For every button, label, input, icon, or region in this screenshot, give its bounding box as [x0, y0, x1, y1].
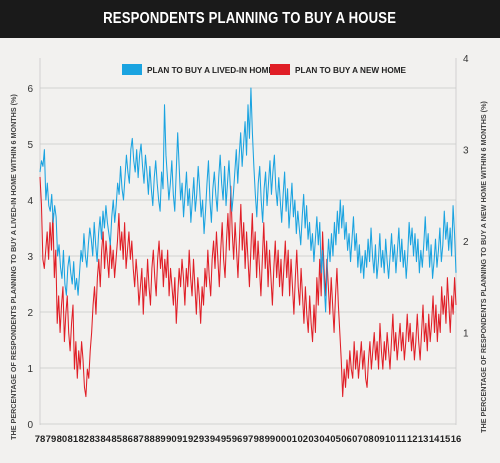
series-line-lived-in — [39, 87, 457, 313]
y-axis-right-label: THE PERCENTAGE OF RESPONDENTS PLANNING T… — [479, 101, 488, 433]
x-tick-label: 03 — [308, 434, 319, 445]
x-tick-label: 99 — [265, 434, 276, 445]
legend-label: PLAN TO BUY A NEW HOME — [295, 66, 407, 75]
x-tick-label: 96 — [232, 434, 243, 445]
y-tick-left: 5 — [27, 140, 33, 151]
legend: PLAN TO BUY A LIVED-IN HOME PLAN TO BUY A… — [122, 64, 407, 75]
x-tick-label: 90 — [166, 434, 177, 445]
y-tick-right: 1 — [463, 329, 469, 340]
x-tick-label: 14 — [429, 434, 440, 445]
x-tick-label: 86 — [122, 434, 133, 445]
x-tick-label: 16 — [451, 434, 462, 445]
x-tick-label: 10 — [385, 434, 396, 445]
x-tick-label: 88 — [144, 434, 155, 445]
x-tick-label: 13 — [418, 434, 429, 445]
x-tick-label: 97 — [243, 434, 254, 445]
y-tick-right: 2 — [463, 237, 469, 248]
series-group — [39, 87, 457, 398]
x-tick-label: 85 — [111, 434, 122, 445]
legend-item-new-home: PLAN TO BUY A NEW HOME — [270, 64, 407, 75]
x-tick-label: 94 — [210, 434, 221, 445]
x-tick-label: 07 — [352, 434, 363, 445]
y-tick-left: 3 — [27, 252, 33, 263]
x-tick-label: 95 — [221, 434, 232, 445]
y-tick-right: 4 — [463, 54, 469, 65]
x-tick-label: 82 — [79, 434, 90, 445]
x-tick-label: 81 — [68, 434, 79, 445]
x-tick-label: 12 — [407, 434, 418, 445]
x-axis-ticks: 78 79 80 81 82 83 84 85 86 87 88 89 90 91 92 93 94 95 96 97… — [35, 434, 462, 445]
x-tick-label: 80 — [57, 434, 68, 445]
legend-item-lived-in: PLAN TO BUY A LIVED-IN HOME — [122, 64, 274, 75]
x-tick-label: 84 — [100, 434, 111, 445]
y-axis-left-ticks: 0 1 2 3 4 5 6 — [27, 84, 33, 431]
x-tick-label: 11 — [396, 434, 407, 445]
y-tick-left: 1 — [27, 364, 33, 375]
x-tick-label: 08 — [363, 434, 374, 445]
x-tick-label: 87 — [133, 434, 144, 445]
chart-title-bar: RESPONDENTS PLANNING TO BUY A HOUSE — [0, 0, 500, 38]
y-axis-left-label: THE PERCENTAGE OF RESPONDENTS PLANNING T… — [9, 94, 18, 440]
y-tick-left: 6 — [27, 84, 33, 95]
y-tick-right: 3 — [463, 146, 469, 157]
x-tick-label: 00 — [276, 434, 287, 445]
series-line-new-home — [39, 176, 457, 398]
legend-swatch — [122, 64, 142, 75]
x-tick-label: 83 — [89, 434, 100, 445]
x-tick-label: 05 — [330, 434, 341, 445]
x-tick-label: 89 — [155, 434, 166, 445]
x-tick-label: 98 — [254, 434, 265, 445]
y-tick-left: 4 — [27, 196, 33, 207]
x-tick-label: 01 — [287, 434, 298, 445]
x-tick-label: 09 — [374, 434, 385, 445]
y-tick-left: 0 — [27, 420, 33, 431]
x-tick-label: 92 — [188, 434, 199, 445]
x-tick-label: 93 — [199, 434, 210, 445]
x-tick-label: 06 — [341, 434, 352, 445]
legend-label: PLAN TO BUY A LIVED-IN HOME — [147, 66, 274, 75]
x-tick-label: 04 — [319, 434, 330, 445]
y-axis-right-ticks: 1 2 3 4 — [463, 54, 469, 340]
x-tick-label: 15 — [440, 434, 451, 445]
y-tick-left: 2 — [27, 308, 33, 319]
x-tick-label: 79 — [46, 434, 57, 445]
x-tick-label: 91 — [177, 434, 188, 445]
legend-swatch — [270, 64, 290, 75]
x-tick-label: 78 — [35, 434, 46, 445]
x-tick-label: 02 — [297, 434, 308, 445]
chart-title: RESPONDENTS PLANNING TO BUY A HOUSE — [103, 10, 397, 27]
